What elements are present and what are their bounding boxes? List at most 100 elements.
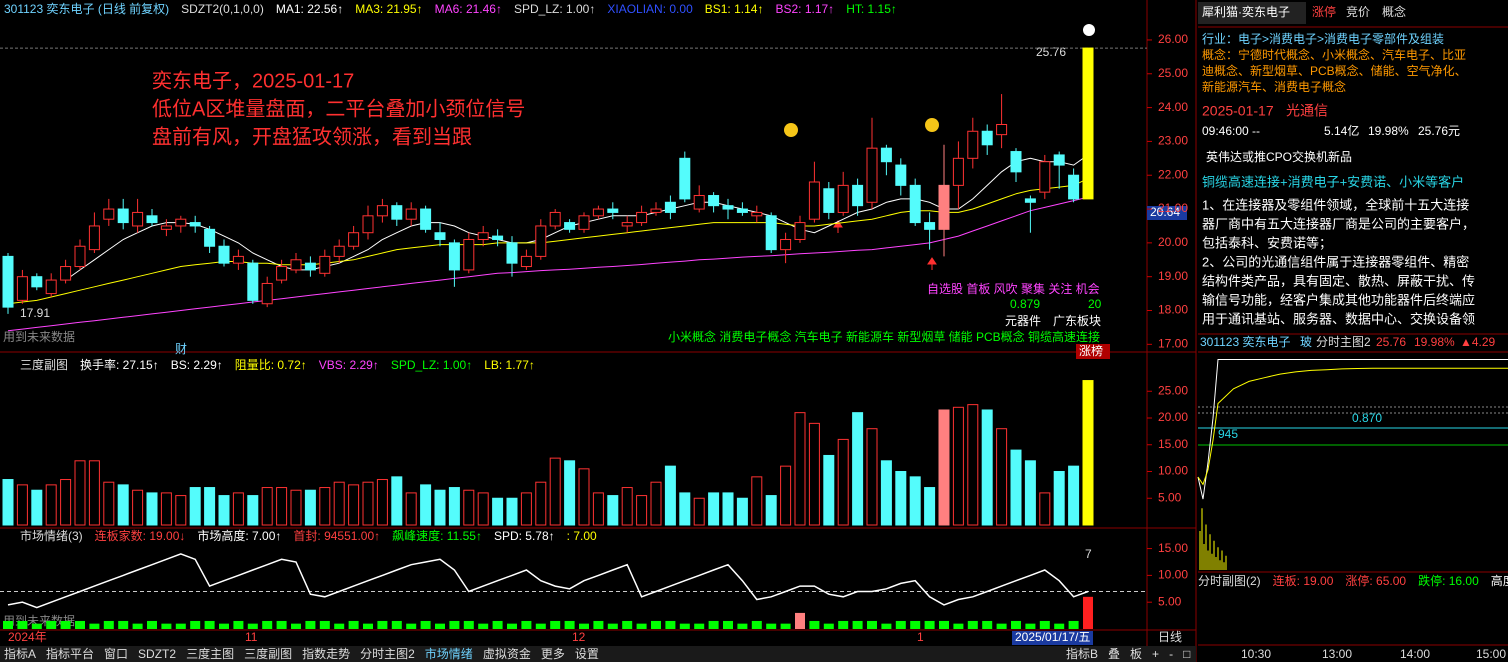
candle-body [837,184,849,213]
date-highlight [1012,631,1093,645]
quote-name: 分时主图2 [1316,335,1371,349]
sentiment-bar [852,620,863,629]
volume-bar [60,479,72,526]
time-label: 13:00 [1322,647,1352,661]
industry: 行业：电子>消费电子>消费电子零部件及组装 [1202,31,1444,46]
candle-body [290,259,302,271]
volume-bar [938,409,950,526]
toolbar-button[interactable]: 虚拟资金 [483,646,531,661]
candle-body [362,215,374,234]
volume-bar [31,489,43,526]
candle-body [650,208,662,213]
y-tick-label: 20.00 [1158,235,1188,249]
legend-item: 连板家数: 19.00↓ [95,528,186,543]
legend-item: 连板: 19.00 [1273,573,1334,588]
plus-icon[interactable] [1083,24,1095,36]
emoji [925,118,939,132]
concepts: 迪概念、新型烟草、PCB概念、储能、空气净化、 [1202,63,1467,78]
toolbar-button[interactable]: 窗口 [104,647,128,661]
candle-body [492,235,504,240]
sentiment-bar [910,620,921,629]
legend-item: 飙峰速度: 11.55↑ [392,528,482,543]
sentiment-bar [651,620,661,629]
candle-body [189,222,201,227]
toolbar-button[interactable]: 三度主图 [186,646,234,661]
toolbar-button[interactable]: □ [1183,647,1190,661]
legend-item: 分时副图(2) [1198,574,1261,588]
volume-bar [693,497,705,526]
volume-bar [405,492,417,526]
candle-body [16,276,28,301]
volume-bar [420,484,432,526]
mark-label: 945 [1218,427,1238,441]
volume-bar [765,495,777,526]
toolbar-button[interactable]: + [1152,647,1159,661]
toolbar-button[interactable]: 分时主图2 [360,647,415,661]
candle-body [175,218,187,227]
candle-body [218,245,230,264]
legend-item: 阻量比: 0.72↑ [235,358,307,372]
period-label[interactable]: 日线 [1158,630,1182,644]
concepts: 概念：宁德时代概念、小米概念、汽车电子、比亚 [1202,47,1466,62]
sentiment-bar [334,623,345,629]
volume-bar [319,487,331,526]
toolbar-button[interactable]: 更多 [541,647,565,661]
marker: 财 [175,342,187,356]
volume-bar [88,460,100,526]
volume-bar [535,481,547,526]
sentiment-bar [17,620,28,629]
y-tick-label: 20.00 [1158,410,1188,424]
date-label: 12 [572,630,586,644]
tab[interactable]: 犀利猫·奕东电子 [1202,4,1290,19]
candle-body [578,215,590,230]
tab[interactable]: 概念 [1382,4,1406,19]
sentiment-bar [219,623,229,629]
volume-bar [376,479,388,526]
tab[interactable] [1198,2,1306,24]
candle-body [564,222,576,230]
toolbar-button[interactable]: 指标A [4,646,36,661]
volume-bar [780,465,792,526]
sentiment-bar [982,620,993,629]
candle-body [765,215,777,251]
toolbar-button[interactable]: 三度副图 [244,646,292,661]
paragraph-line: 用于通讯基站、服务器、数据中心、交换设备领 [1202,311,1475,326]
headline: 英伟达或推CPO交换机新品 [1206,149,1352,164]
tab[interactable]: 竞价 [1346,5,1370,19]
toolbar-button[interactable]: 板 [1130,647,1142,661]
toolbar-button[interactable]: 指数走势 [302,646,350,661]
candle-body [434,232,446,240]
tab[interactable]: 涨停 [1312,4,1336,19]
legend-item: 首封: 94551.00↑ [293,529,380,543]
y-tick-label: 10.00 [1158,568,1188,582]
sentiment-bar [881,623,892,629]
candle-body [679,157,691,200]
ratio: 0.879 [1010,297,1040,311]
toolbar-button[interactable]: 叠 [1108,647,1120,661]
y-tick-label: 25.00 [1158,383,1188,397]
time-label: 10:30 [1241,647,1271,661]
toolbar-button[interactable]: - [1169,647,1173,661]
sentiment-bar [435,623,445,629]
toolbar-button[interactable]: SDZT2 [138,647,176,661]
candle-body [146,215,158,224]
sentiment-bar [665,620,676,629]
candle-body [895,164,907,186]
volume-bar [564,460,576,526]
toolbar-button[interactable]: 指标平台 [46,646,94,661]
date-label: 2025/01/17/五 [1015,630,1090,644]
toolbar-button[interactable]: 市场情绪 [425,646,473,661]
volume-bar [852,412,864,526]
toolbar-button[interactable]: 设置 [575,647,599,661]
volume-bar [492,497,504,526]
sentiment-bar [780,623,791,629]
sentiment-bar [737,623,748,629]
toolbar-button[interactable]: 指标B [1066,646,1098,661]
sentiment-bar [895,620,906,629]
paragraph-line: 包括泰科、安费诺等； [1202,235,1332,251]
sentiment-bar [1068,620,1079,629]
sentiment-bar [838,620,849,629]
candle-body [909,184,921,224]
candle-body [607,208,619,213]
